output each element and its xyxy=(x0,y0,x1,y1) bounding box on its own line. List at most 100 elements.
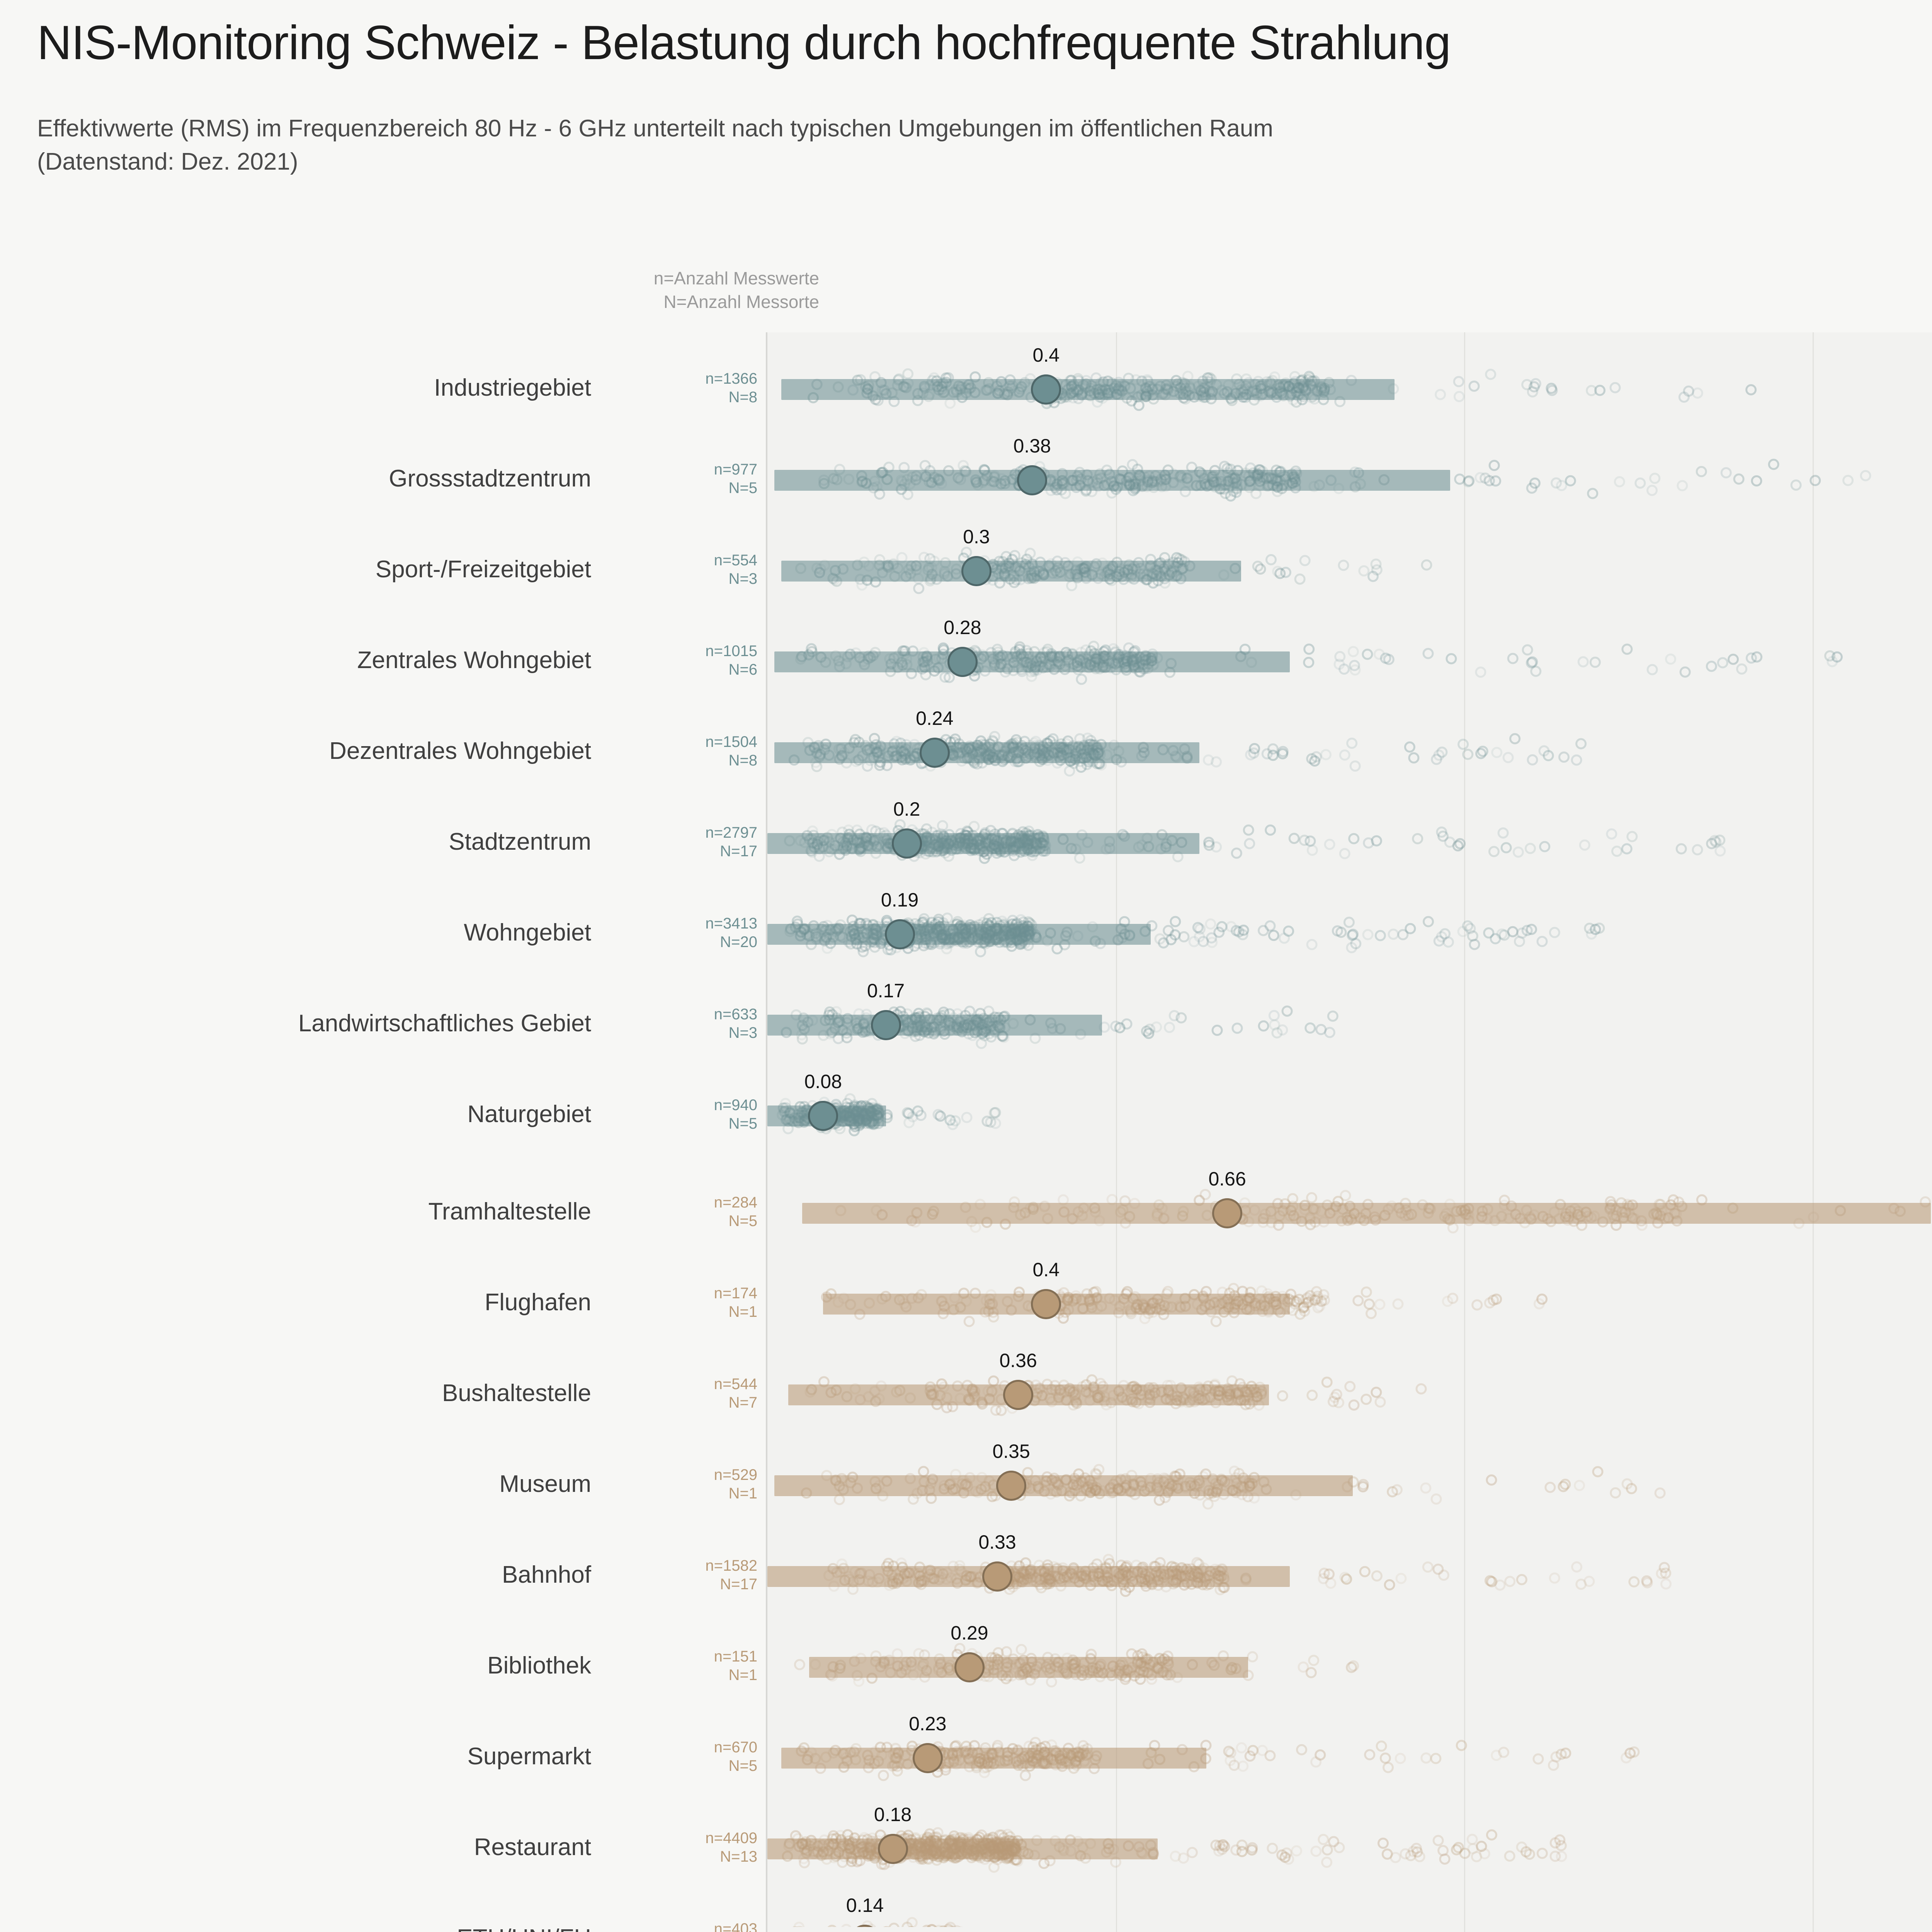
category-label: Dezentrales Wohngebiet xyxy=(329,737,591,764)
group-panel: 0.4 0.38 0.3 0.28 0.24 0.2 0.19 0.17 0.08 xyxy=(766,332,1932,1165)
category-label: Naturgebiet xyxy=(467,1100,591,1128)
median-value-label: 0.3 xyxy=(963,526,990,548)
range-bar xyxy=(809,1656,1248,1678)
median-dot xyxy=(1003,1379,1034,1410)
median-dot xyxy=(1017,465,1048,495)
median-value-label: 0.4 xyxy=(1032,1259,1060,1281)
median-dot xyxy=(891,828,922,859)
gridline xyxy=(1812,332,1814,1165)
range-bar xyxy=(781,560,1242,582)
category-label: Bahnhof xyxy=(502,1561,591,1588)
legend-caption-counts: n=Anzahl Messwerte N=Anzahl Messorte xyxy=(653,268,819,312)
median-dot xyxy=(1212,1198,1243,1228)
median-value-label: 0.29 xyxy=(951,1622,988,1644)
range-bar xyxy=(774,1475,1353,1496)
median-dot xyxy=(961,556,992,586)
sample-counts: n=3413 N=20 xyxy=(705,915,757,951)
median-value-label: 0.38 xyxy=(1013,435,1051,457)
sample-counts: n=284 N=5 xyxy=(714,1194,757,1230)
sample-counts: n=1582 N=17 xyxy=(705,1557,757,1593)
median-value-label: 0.19 xyxy=(881,889,919,911)
sample-counts: n=403 N=3 xyxy=(714,1920,757,1932)
median-dot xyxy=(996,1470,1027,1501)
range-bar xyxy=(774,651,1290,672)
sample-counts: n=633 N=3 xyxy=(714,1005,757,1042)
sample-counts: n=1504 N=8 xyxy=(705,733,757,769)
median-value-label: 0.24 xyxy=(916,707,954,729)
category-label: Tramhaltestelle xyxy=(428,1198,591,1225)
median-value-label: 0.17 xyxy=(867,980,905,1002)
gridline xyxy=(1812,1927,1814,1932)
gridline xyxy=(1812,1156,1814,1932)
category-label: Restaurant xyxy=(474,1833,591,1861)
sample-counts: n=2797 N=17 xyxy=(705,824,757,860)
group-panel: 0.66 0.4 0.36 0.35 0.33 0.29 0.23 0.18 0.14 xyxy=(766,1156,1932,1932)
range-bar xyxy=(802,1202,1931,1224)
gridline xyxy=(1464,1927,1466,1932)
gridline xyxy=(1464,1156,1466,1932)
median-value-label: 0.4 xyxy=(1032,344,1060,366)
range-bar xyxy=(767,833,1199,854)
category-label: Industriegebiet xyxy=(434,374,591,401)
sample-counts: n=4409 N=13 xyxy=(705,1829,757,1866)
category-label: Bibliothek xyxy=(487,1652,591,1679)
median-dot xyxy=(954,1652,985,1682)
category-label: Museum xyxy=(499,1470,591,1497)
median-value-label: 0.36 xyxy=(999,1349,1037,1371)
median-value-label: 0.35 xyxy=(992,1440,1030,1462)
median-value-label: 0.08 xyxy=(804,1070,842,1092)
median-value-label: 0.66 xyxy=(1208,1168,1246,1190)
sample-counts: n=670 N=5 xyxy=(714,1738,757,1775)
category-label: Grossstadtzentrum xyxy=(389,465,591,492)
sample-counts: n=940 N=5 xyxy=(714,1096,757,1133)
page-subtitle: Effektivwerte (RMS) im Frequenzbereich 8… xyxy=(37,115,1274,175)
sample-counts: n=529 N=1 xyxy=(714,1466,757,1502)
median-dot xyxy=(871,1010,901,1040)
median-value-label: 0.33 xyxy=(978,1531,1016,1553)
median-value-label: 0.14 xyxy=(846,1894,884,1916)
median-dot xyxy=(808,1100,838,1131)
median-dot xyxy=(919,737,950,768)
median-dot xyxy=(1031,1289,1061,1319)
median-dot xyxy=(947,646,978,677)
sample-counts: n=544 N=7 xyxy=(714,1375,757,1412)
jitter-cloud xyxy=(777,1093,1001,1136)
sample-counts: n=977 N=5 xyxy=(714,461,757,497)
sample-counts: n=174 N=1 xyxy=(714,1284,757,1321)
sample-counts: n=151 N=1 xyxy=(714,1648,757,1684)
median-dot xyxy=(1031,374,1061,405)
sample-counts: n=554 N=3 xyxy=(714,551,757,588)
median-dot xyxy=(912,1743,943,1773)
gridline xyxy=(1116,1927,1117,1932)
page-title: NIS-Monitoring Schweiz - Belastung durch… xyxy=(37,16,1451,70)
range-bar xyxy=(767,923,1151,945)
range-bar xyxy=(781,1747,1206,1769)
gridline xyxy=(1464,332,1466,1165)
median-value-label: 0.2 xyxy=(893,798,920,820)
category-label: Wohngebiet xyxy=(464,919,591,946)
median-dot xyxy=(982,1561,1013,1592)
category-label: Flughafen xyxy=(485,1289,591,1316)
group-panel: 0.340.30.250.250.14 xyxy=(766,1927,1932,1932)
range-bar xyxy=(774,742,1199,763)
category-label: Landwirtschaftliches Gebiet xyxy=(298,1010,591,1037)
sample-counts: n=1015 N=6 xyxy=(705,642,757,679)
median-value-label: 0.23 xyxy=(909,1713,947,1735)
median-dot xyxy=(878,1833,908,1864)
median-value-label: 0.18 xyxy=(874,1803,912,1825)
median-value-label: 0.28 xyxy=(944,616,981,638)
category-label: Zentrales Wohngebiet xyxy=(357,646,591,673)
range-bar xyxy=(767,1566,1290,1587)
range-bar xyxy=(774,469,1451,491)
category-label: Supermarkt xyxy=(467,1743,591,1770)
range-bar xyxy=(781,379,1395,400)
range-bar xyxy=(767,1838,1158,1859)
range-bar xyxy=(767,1014,1102,1036)
gridline xyxy=(1116,1156,1117,1932)
median-dot xyxy=(884,919,915,949)
category-label: Bushaltestelle xyxy=(442,1379,591,1406)
category-label: ETH/UNI/FH xyxy=(0,1924,591,1932)
category-label: Stadtzentrum xyxy=(449,828,591,855)
sample-counts: n=1366 N=8 xyxy=(705,370,757,406)
